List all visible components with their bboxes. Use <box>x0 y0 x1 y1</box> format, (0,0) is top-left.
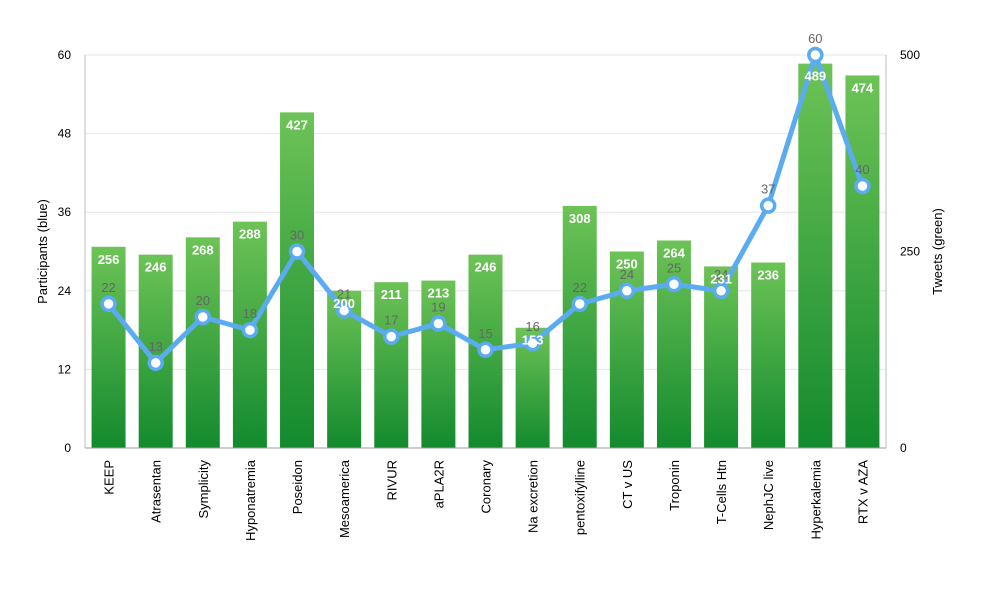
category-label: Na excretion <box>526 460 541 533</box>
point-label: 40 <box>855 162 869 177</box>
bar-NephJC live <box>751 262 786 448</box>
category-label: T-Cells Htn <box>714 460 729 524</box>
bar-RTX v AZA <box>845 75 880 448</box>
line-series <box>100 46 871 372</box>
y-axis-title: Participants (blue) <box>35 199 50 304</box>
y-tick-label: 36 <box>58 205 72 219</box>
category-label: Coronary <box>479 460 494 514</box>
y-tick-label: 60 <box>58 48 72 62</box>
bar-label: 246 <box>475 260 497 275</box>
bar-Hyperkalemia <box>798 63 833 449</box>
point-Hyperkalemia <box>807 46 824 64</box>
bar-label: 250 <box>616 257 638 272</box>
point-Poseidon <box>288 243 306 260</box>
point-label: 22 <box>101 280 115 295</box>
bar-label: 264 <box>663 245 685 260</box>
point-Hyponatremia <box>241 321 259 339</box>
bar-label: 236 <box>757 268 779 283</box>
point-label: 21 <box>337 286 351 301</box>
bar-label: 308 <box>569 211 591 226</box>
y2-tick-label: 500 <box>900 48 920 62</box>
point-label: 13 <box>148 339 162 354</box>
bar-label: 288 <box>239 227 261 242</box>
bar-label: 200 <box>333 296 355 311</box>
bar-label: 489 <box>804 69 826 84</box>
y2-tick-label: 250 <box>900 245 920 259</box>
point-label: 30 <box>290 228 304 243</box>
point-label: 24 <box>714 267 728 282</box>
point-pentoxifylline <box>571 295 588 313</box>
point-label: 19 <box>431 300 445 315</box>
point-Coronary <box>477 341 494 358</box>
bar-series <box>91 63 880 449</box>
point-Troponin <box>665 276 683 293</box>
bar-label: 427 <box>286 117 308 132</box>
y-tick-label: 48 <box>58 127 72 141</box>
category-label: Atrasentan <box>149 460 164 523</box>
point-label: 15 <box>478 326 492 341</box>
bar-Poseidon <box>280 112 315 449</box>
bar-label: 211 <box>381 287 402 302</box>
point-NephJC live <box>759 197 777 214</box>
category-label: Mesoamerica <box>337 459 352 538</box>
bar-label: 256 <box>98 252 120 267</box>
bar-label: 268 <box>192 242 214 257</box>
point-label: 24 <box>620 267 634 282</box>
y2-tick-label: 0 <box>900 441 907 455</box>
bar-label: 213 <box>428 286 450 301</box>
point-label: 60 <box>808 31 822 46</box>
bar-label: 153 <box>522 333 544 348</box>
point-label: 20 <box>196 293 210 308</box>
category-label: pentoxifylline <box>573 460 588 535</box>
category-label: KEEP <box>102 460 117 495</box>
bar-label: 474 <box>852 80 874 95</box>
point-label: 25 <box>667 260 681 275</box>
y-tick-label: 24 <box>58 284 72 298</box>
point-T-Cells Htn <box>712 282 730 300</box>
bar-aPLA2R <box>421 280 456 448</box>
category-label: Poseidon <box>290 460 305 514</box>
bar-KEEP <box>91 246 126 448</box>
bar-Troponin <box>656 240 691 448</box>
point-label: 17 <box>384 313 398 328</box>
point-KEEP <box>100 295 117 313</box>
data-labels: 22 13 20 18 30 21 17 19 15 16 22 24 25 24 37 60 40 256 246… <box>98 31 874 354</box>
category-label: NephJC live <box>761 460 776 530</box>
category-label: Hyperkalemia <box>808 459 823 539</box>
y2-axis-title: Tweets (green) <box>930 208 945 295</box>
point-label: 16 <box>525 319 539 334</box>
category-label: Hyponatremia <box>243 459 258 541</box>
y-tick-label: 12 <box>58 362 72 376</box>
point-CT v US <box>618 282 636 300</box>
point-aPLA2R <box>430 315 447 332</box>
category-label: Symplicity <box>196 460 211 519</box>
category-label: CT v US <box>620 460 635 509</box>
category-label: RTX v AZA <box>855 460 870 524</box>
bar-Symplicity <box>185 237 220 448</box>
point-label: 18 <box>243 306 257 321</box>
bar-RIVUR <box>374 282 409 448</box>
point-label: 22 <box>573 280 587 295</box>
point-RTX v AZA <box>854 177 871 195</box>
point-Symplicity <box>194 308 212 326</box>
point-Mesoamerica <box>335 302 353 319</box>
category-label: Troponin <box>667 460 682 511</box>
bar-label: 231 <box>710 271 732 286</box>
point-label: 37 <box>761 182 775 197</box>
bar-pentoxifylline <box>562 205 597 448</box>
y-tick-label: 0 <box>64 441 71 455</box>
category-label: aPLA2R <box>431 460 446 508</box>
bar-label: 246 <box>145 260 167 275</box>
point-Na excretion <box>524 334 541 352</box>
point-Atrasentan <box>147 354 164 372</box>
point-RIVUR <box>383 328 400 345</box>
axes: 0 12 24 36 48 60 0 250 500 Participants (blue) Twe… <box>35 48 945 541</box>
category-label: RIVUR <box>384 460 399 500</box>
